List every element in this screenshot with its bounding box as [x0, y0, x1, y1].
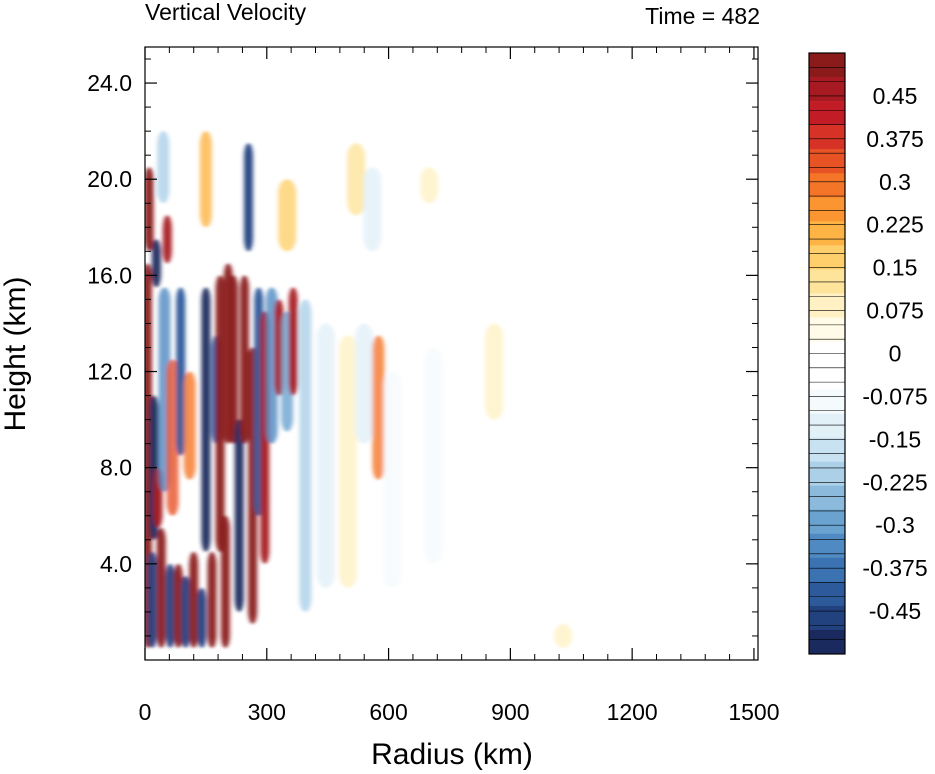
- velocity-cell: [145, 167, 154, 252]
- x-tick-label: 1500: [728, 699, 779, 725]
- x-axis: 0 300 600 900 1200 1500: [139, 47, 780, 725]
- velocity-cell: [240, 275, 249, 444]
- velocity-cell: [156, 527, 166, 648]
- colorbar-swatch: [809, 101, 845, 126]
- y-tick-label: 8.0: [100, 455, 132, 481]
- colorbar-swatch: [809, 221, 845, 246]
- x-tick-label: 900: [491, 699, 529, 725]
- y-axis-label: Height (km): [0, 276, 32, 431]
- colorbar-frame: [808, 52, 846, 655]
- colorbar-swatch: [809, 53, 845, 78]
- velocity-cell: [166, 359, 179, 516]
- velocity-cell: [157, 131, 170, 204]
- colorbar-swatch: [809, 413, 845, 438]
- velocity-cell: [383, 371, 402, 588]
- colorbar-swatch: [809, 317, 845, 342]
- colorbar-swatch: [809, 605, 845, 631]
- velocity-cell: [145, 263, 152, 648]
- velocity-cell: [189, 551, 199, 648]
- velocity-cell: [234, 419, 244, 612]
- colorbar-label: 0.3: [879, 169, 911, 195]
- colorbar-swatch: [809, 629, 845, 655]
- colorbar-swatch: [809, 365, 845, 390]
- velocity-cell: [220, 515, 230, 648]
- colorbar-label: -0.375: [862, 555, 927, 581]
- velocity-cell: [554, 623, 573, 648]
- colorbar-label: 0.075: [866, 298, 924, 324]
- colorbar-swatch: [809, 125, 845, 150]
- velocity-cell: [288, 287, 298, 396]
- plot-frame: [144, 46, 759, 661]
- heatmap-field: [145, 131, 573, 648]
- colorbar-swatch: [809, 557, 845, 583]
- velocity-cell: [485, 323, 504, 420]
- colorbar-label: -0.3: [875, 512, 915, 538]
- velocity-cell: [173, 563, 183, 648]
- x-tick-label: 1200: [607, 699, 658, 725]
- colorbar-label: 0.225: [866, 212, 924, 238]
- colorbar-swatch: [809, 533, 845, 559]
- velocity-cell: [372, 335, 385, 480]
- colorbar-swatch: [809, 437, 845, 462]
- velocity-cell: [347, 143, 366, 216]
- y-tick-label: 20.0: [87, 166, 132, 192]
- colorbar-label: 0.375: [866, 126, 924, 152]
- velocity-cell: [207, 551, 217, 648]
- y-tick-label: 12.0: [87, 359, 132, 385]
- velocity-cell: [197, 587, 207, 648]
- y-tick-label: 16.0: [87, 262, 132, 288]
- colorbar-swatch: [809, 461, 845, 487]
- velocity-cell: [244, 143, 253, 252]
- colorbar-swatch: [809, 389, 845, 414]
- x-tick-label: 300: [248, 699, 286, 725]
- colorbar-label: -0.225: [862, 469, 927, 495]
- colorbar-swatch: [809, 581, 845, 607]
- colorbar-swatch: [809, 77, 845, 102]
- velocity-cell: [363, 167, 382, 252]
- colorbar-swatch: [809, 149, 845, 174]
- colorbar-swatch: [809, 269, 845, 294]
- colorbar-label: -0.075: [862, 383, 927, 409]
- colorbar-swatch: [809, 293, 845, 318]
- y-tick-label: 24.0: [87, 70, 132, 96]
- velocity-cell: [355, 323, 374, 444]
- colorbar-swatch: [809, 485, 845, 511]
- velocity-cell: [199, 131, 212, 228]
- colorbar-label: 0.15: [873, 255, 918, 281]
- colorbar-swatch: [809, 197, 845, 222]
- velocity-cell: [229, 275, 238, 444]
- colorbar: 0.45 0.375 0.3 0.225 0.15 0.075 0 -0.075 -0.15 -0…: [808, 52, 928, 655]
- y-tick-label: 4.0: [100, 551, 132, 577]
- velocity-cell: [299, 299, 312, 612]
- velocity-cell: [201, 287, 211, 552]
- colorbar-swatch: [809, 245, 845, 270]
- colorbar-label: 0.45: [873, 83, 918, 109]
- velocity-cell: [147, 551, 157, 648]
- x-axis-label: Radius (km): [371, 738, 533, 771]
- velocity-cell: [183, 371, 196, 480]
- colorbar-label: -0.45: [869, 598, 921, 624]
- colorbar-swatch: [809, 173, 845, 198]
- x-tick-label: 0: [139, 699, 152, 725]
- time-label: Time = 482: [645, 3, 760, 29]
- colorbar-swatch: [809, 509, 845, 535]
- velocity-cell: [420, 167, 439, 204]
- chart-title: Vertical Velocity: [145, 0, 307, 25]
- colorbar-label: -0.15: [869, 426, 921, 452]
- velocity-cell: [215, 275, 225, 552]
- y-axis: 4.0 8.0 12.0 16.0 20.0 24.0: [87, 58, 758, 637]
- velocity-cell: [278, 179, 297, 252]
- velocity-cell: [424, 347, 443, 564]
- velocity-cell: [316, 323, 335, 588]
- velocity-cell: [165, 563, 175, 648]
- x-tick-label: 600: [369, 699, 407, 725]
- colorbar-label: 0: [889, 341, 902, 367]
- velocity-cell: [181, 575, 191, 648]
- velocity-cell: [162, 215, 172, 264]
- velocity-cell: [176, 287, 186, 456]
- velocity-cell: [151, 239, 161, 288]
- velocity-cell: [339, 335, 357, 588]
